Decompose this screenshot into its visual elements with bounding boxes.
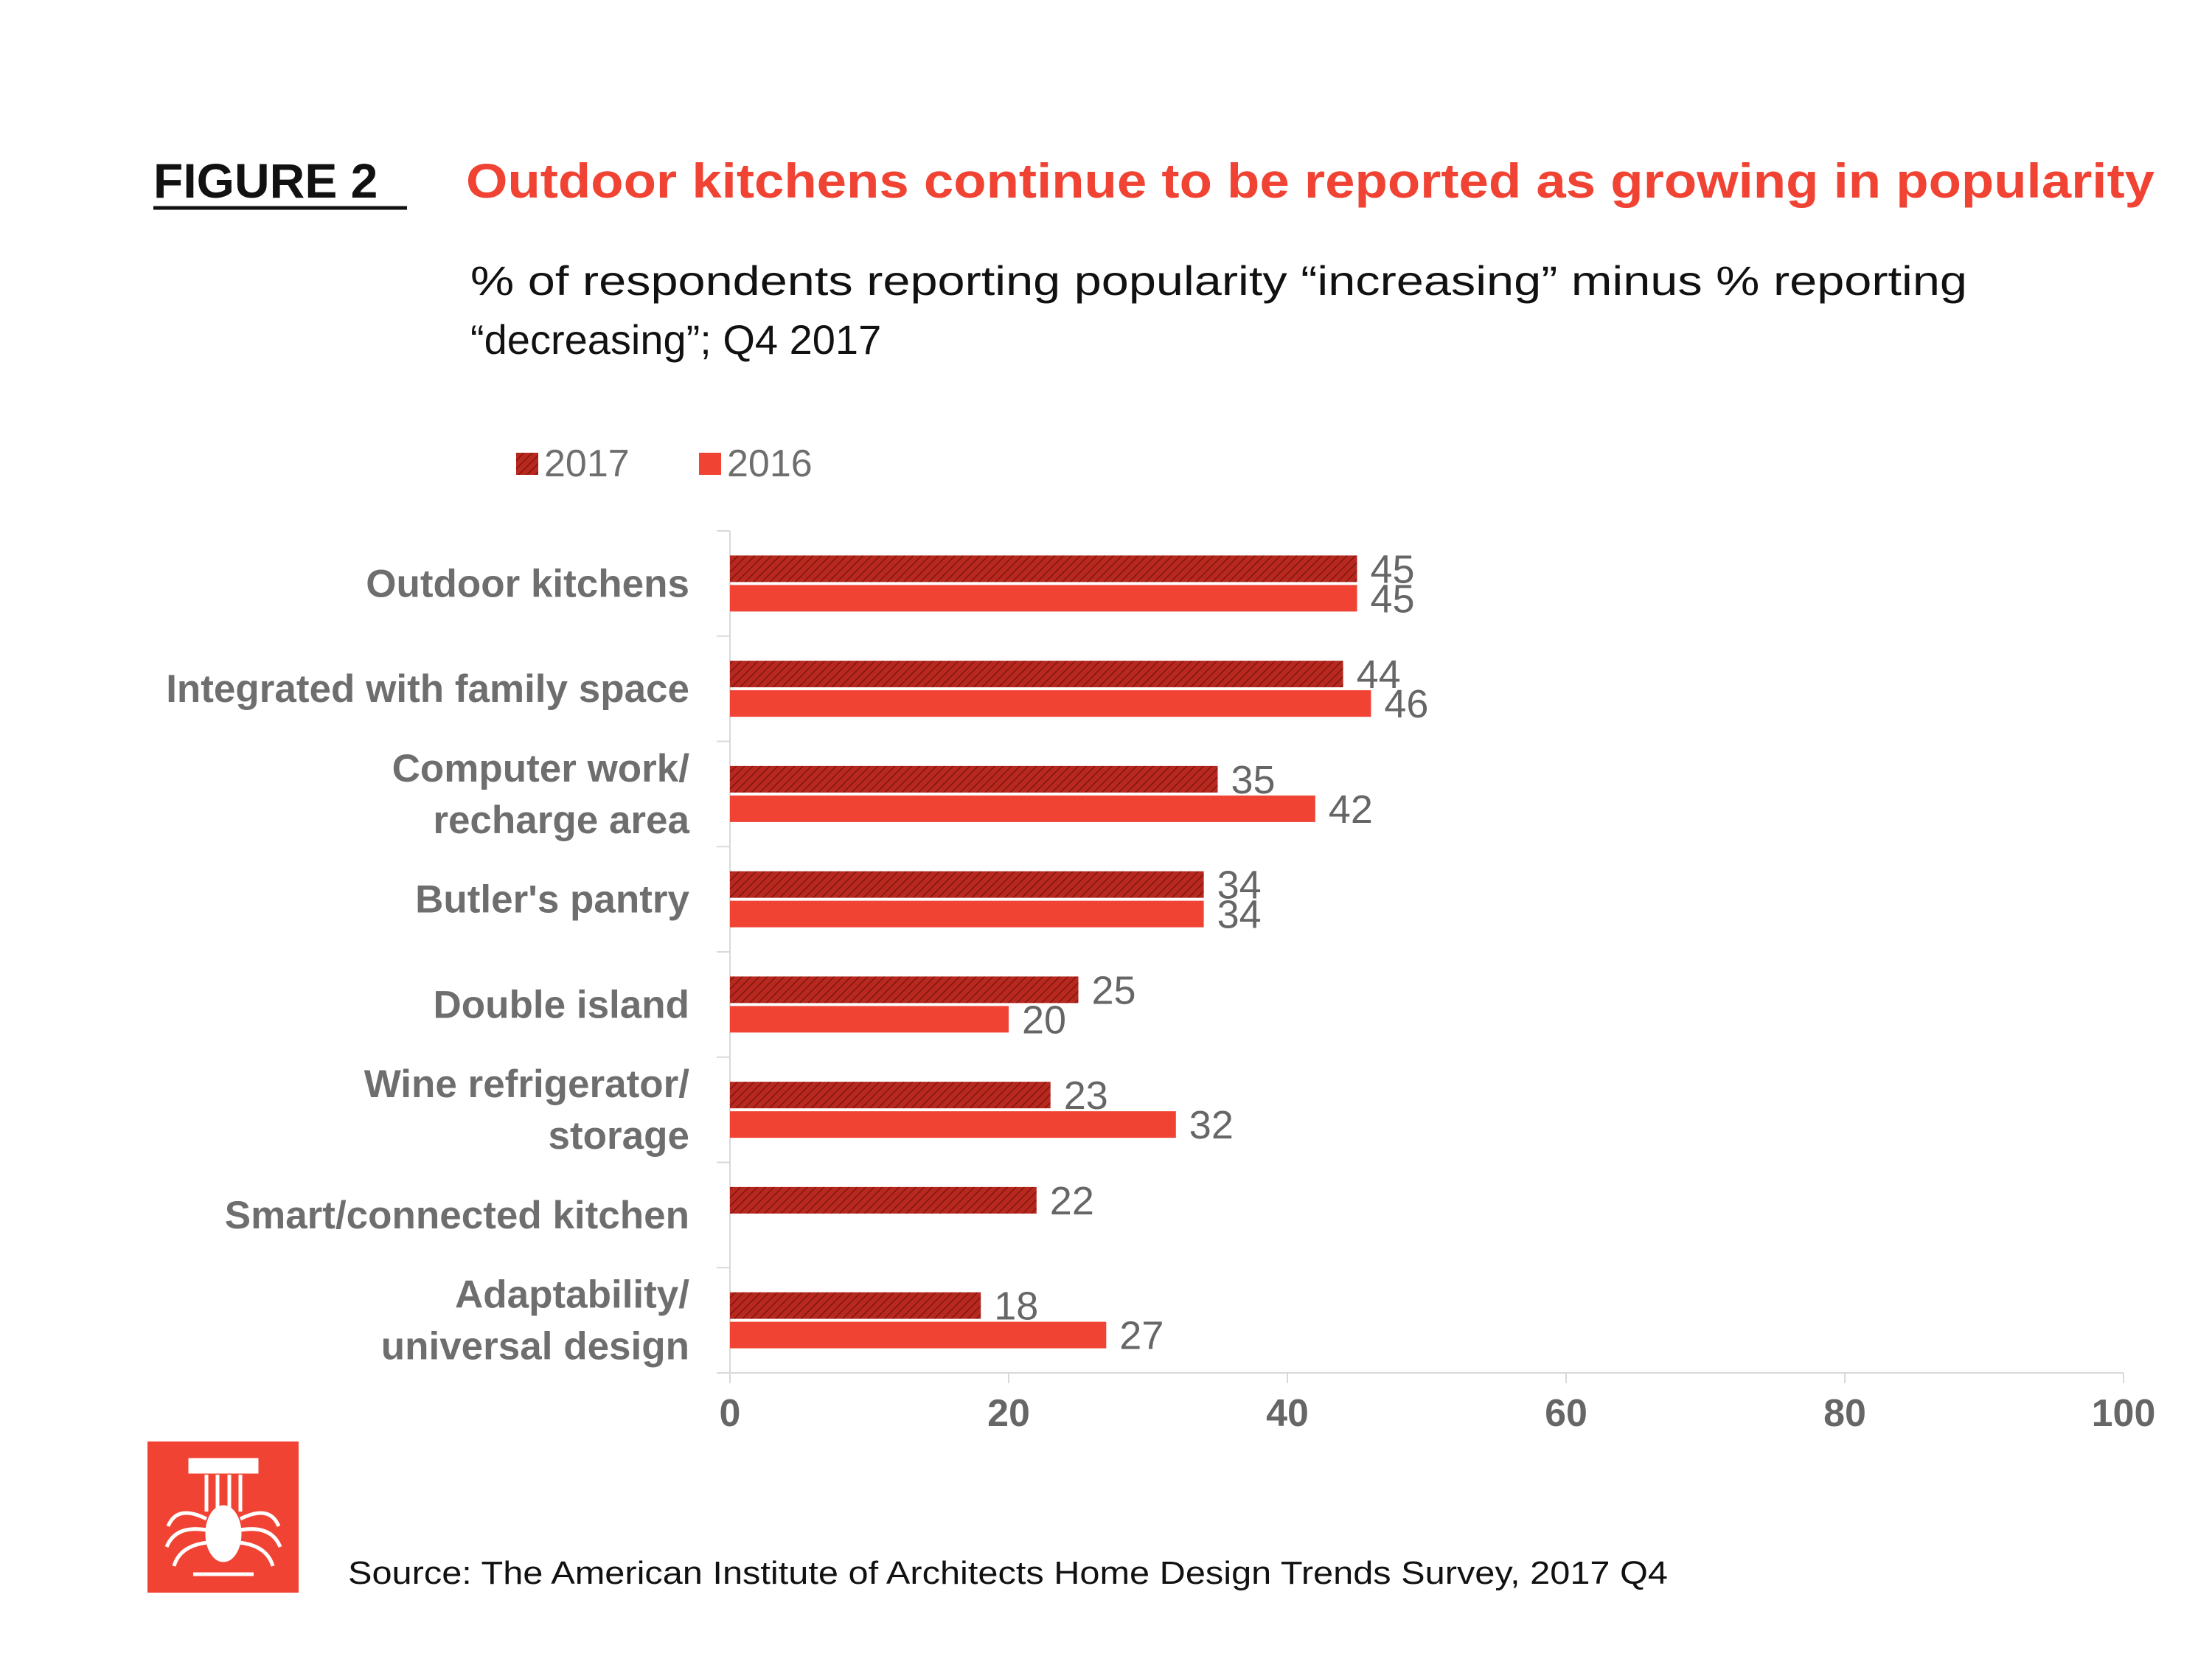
bar-2017 [730, 1292, 981, 1319]
data-label-2016: 45 [1371, 577, 1415, 621]
category-label: Double island [434, 983, 689, 1026]
bar-2016 [730, 900, 1204, 928]
x-tick-label: 60 [1545, 1392, 1587, 1435]
bar-2016 [730, 585, 1357, 612]
bar-2017 [730, 555, 1357, 582]
legend: 2017 2016 [516, 442, 813, 485]
data-label-2017: 44 [1357, 653, 1401, 697]
bar-2016 [730, 1006, 1009, 1033]
bar-2016 [730, 795, 1315, 822]
data-label-2016: 34 [1217, 893, 1262, 937]
source-note: Source: The American Institute of Archit… [348, 1555, 1668, 1591]
chart-title: Outdoor kitchens continue to be reported… [466, 153, 2154, 208]
data-label-2016: 46 [1384, 682, 1428, 726]
legend-label-2017: 2017 [544, 442, 630, 485]
bar-2017 [730, 871, 1204, 898]
data-label-2017: 23 [1064, 1074, 1108, 1118]
legend-swatch-2017 [516, 453, 538, 475]
category-label: Outdoor kitchens [366, 562, 689, 605]
category-label: Integrated with family space [166, 667, 689, 711]
bar-2016 [730, 1321, 1107, 1349]
legend-swatch-2016 [699, 453, 721, 475]
bar-2017 [730, 1186, 1037, 1214]
data-label-2016: 27 [1119, 1314, 1164, 1358]
category-label: Adaptability/ [455, 1273, 689, 1317]
data-label-2017: 22 [1050, 1179, 1094, 1223]
x-tick-label: 40 [1266, 1392, 1309, 1435]
bar-2017 [730, 765, 1218, 793]
x-tick-label: 100 [2092, 1392, 2156, 1435]
data-label-2016: 20 [1022, 998, 1066, 1042]
category-label: Wine refrigerator/ [364, 1062, 690, 1106]
category-label: Smart/connected kitchen [225, 1194, 689, 1237]
data-label-2016: 42 [1329, 787, 1373, 832]
category-label: Computer work/ [392, 747, 690, 790]
data-label-2016: 32 [1189, 1103, 1234, 1147]
x-tick-label: 80 [1823, 1392, 1866, 1435]
bar-2016 [730, 1111, 1176, 1138]
category-label: Butler's pantry [415, 878, 689, 922]
data-label-2017: 45 [1371, 547, 1415, 591]
figure-label: FIGURE 2 [153, 153, 378, 208]
data-label-2017: 34 [1217, 863, 1262, 908]
legend-label-2016: 2016 [727, 442, 813, 485]
category-label: recharge area [433, 799, 689, 842]
bar-2017 [730, 1082, 1051, 1109]
aia-logo [147, 1441, 299, 1593]
plot-area: 0 20 40 60 80 100 Outdoor kitchens Integrated w… [166, 530, 2156, 1435]
x-tick-label: 0 [720, 1392, 741, 1435]
data-label-2017: 25 [1092, 968, 1136, 1012]
bar-2017 [730, 976, 1079, 1004]
chart-subtitle-line-1: % of respondents reporting popularity “i… [470, 257, 1967, 304]
bar-2017 [730, 661, 1343, 688]
x-tick-label: 20 [987, 1392, 1030, 1435]
data-label-2017: 18 [994, 1284, 1038, 1329]
category-label: storage [549, 1114, 689, 1158]
category-label: universal design [381, 1325, 689, 1368]
chart-subtitle-line-2: “decreasing”; Q4 2017 [470, 316, 881, 363]
data-label-2017: 35 [1231, 758, 1276, 802]
bar-2016 [730, 690, 1371, 717]
